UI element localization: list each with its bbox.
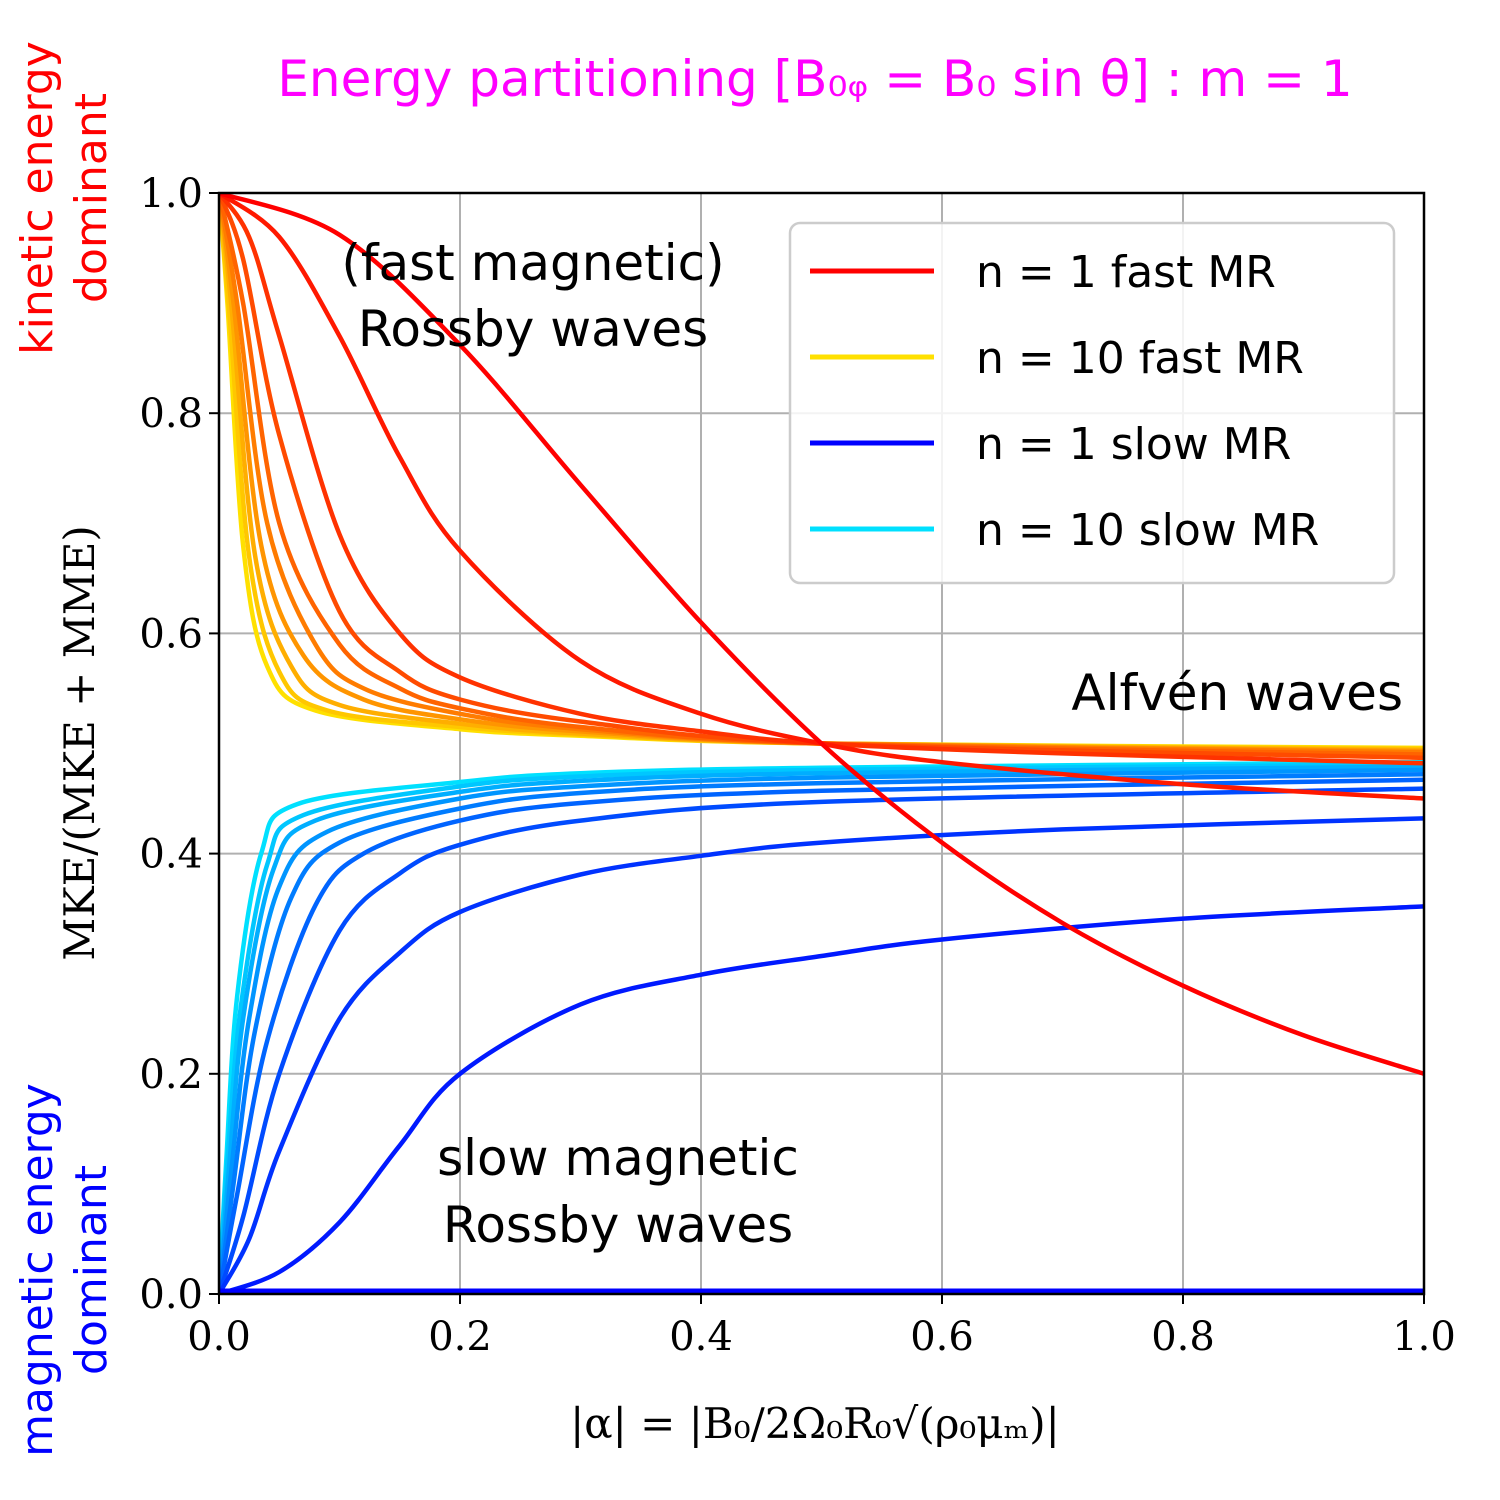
y-tick-label-3: 0.6 bbox=[139, 611, 203, 657]
x-tick-label-4: 0.8 bbox=[1151, 1314, 1215, 1360]
x-tick-label-3: 0.6 bbox=[910, 1314, 974, 1360]
fast-waves-annotation-line1: (fast magnetic) bbox=[341, 234, 724, 292]
x-tick-label-0: 0.0 bbox=[187, 1314, 251, 1360]
y-tick-label-0: 0.0 bbox=[139, 1272, 203, 1318]
legend-label-1: n = 10 fast MR bbox=[976, 333, 1304, 384]
kinetic-energy-label: kinetic energy bbox=[12, 41, 63, 355]
slow-waves-annotation-line1: slow magnetic bbox=[437, 1129, 799, 1187]
y-tick-label-4: 0.8 bbox=[139, 391, 203, 437]
legend: n = 1 fast MR n = 10 fast MR n = 1 slow … bbox=[790, 223, 1394, 583]
kinetic-dominant-label: dominant bbox=[66, 93, 117, 303]
y-tick-label-1: 0.2 bbox=[139, 1052, 203, 1098]
x-tick-label-2: 0.4 bbox=[669, 1314, 733, 1360]
x-tick-label-5: 1.0 bbox=[1392, 1314, 1456, 1360]
chart-title: Energy partitioning [B₀ᵩ = B₀ sin θ] : m… bbox=[277, 50, 1352, 108]
legend-label-2: n = 1 slow MR bbox=[976, 419, 1291, 470]
alfven-waves-annotation: Alfvén waves bbox=[1071, 664, 1403, 722]
magnetic-dominant-label: dominant bbox=[66, 1165, 117, 1375]
legend-label-3: n = 10 slow MR bbox=[976, 505, 1319, 556]
y-tick-label-5: 1.0 bbox=[139, 171, 203, 217]
legend-label-0: n = 1 fast MR bbox=[976, 247, 1276, 298]
magnetic-energy-label: magnetic energy bbox=[12, 1083, 63, 1457]
fast-waves-annotation-line2: Rossby waves bbox=[358, 300, 708, 358]
slow-waves-annotation-line2: Rossby waves bbox=[443, 1196, 793, 1254]
y-axis-label: MKE/(MKE + MME) bbox=[55, 525, 104, 961]
x-axis-label: |α| = |B₀/2Ω₀R₀√(ρ₀μₘ)| bbox=[570, 1399, 1060, 1448]
x-tick-label-1: 0.2 bbox=[428, 1314, 492, 1360]
y-tick-label-2: 0.4 bbox=[139, 832, 203, 878]
